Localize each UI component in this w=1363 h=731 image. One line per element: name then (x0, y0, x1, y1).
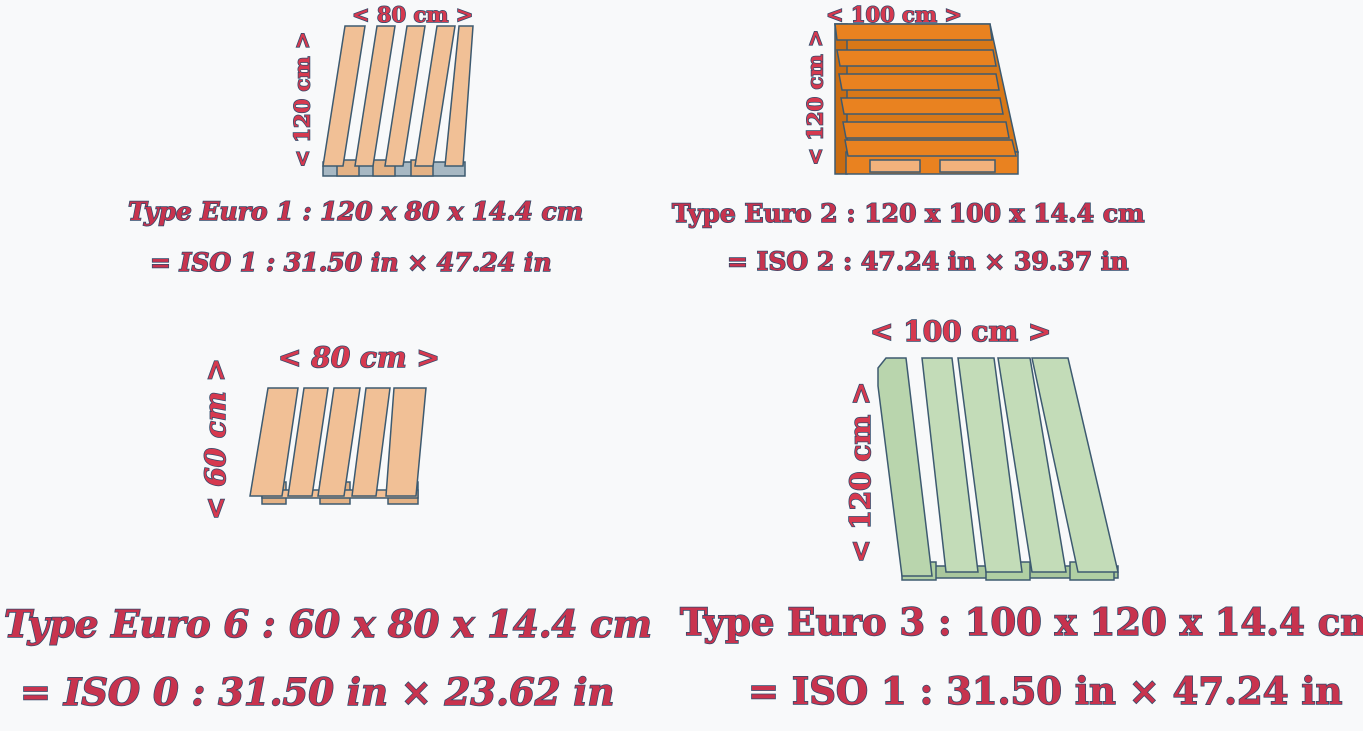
pallet-euro-6-width-dimension: < 80 cm > (277, 341, 440, 374)
pallet-euro-2-width-dimension: < 100 cm > (825, 2, 962, 27)
pallet-euro-3-width-dimension: < 100 cm > (869, 315, 1052, 348)
pallet-euro-3-illustration (877, 357, 1119, 581)
pallet-euro-6-iso-label: = ISO 0 : 31.50 in × 23.62 in (19, 670, 615, 714)
pallet-euro-1-illustration (322, 25, 474, 177)
pallet-euro-2-type-label: Type Euro 2 : 120 x 100 x 14.4 cm (671, 199, 1145, 228)
pallet-euro-1-iso-label: = ISO 1 : 31.50 in × 47.24 in (149, 248, 552, 277)
pallet-euro-1-length-dimension: < 120 cm > (289, 31, 316, 168)
pallet-euro-1-type-label: Type Euro 1 : 120 x 80 x 14.4 cm (127, 197, 584, 226)
pallet-euro-6-illustration (249, 387, 427, 505)
pallet-euro-2-iso-label: = ISO 2 : 47.24 in × 39.37 in (726, 247, 1129, 276)
pallet-euro-2-length-dimension: < 120 cm > (802, 29, 829, 166)
pallet-euro-1-width-dimension: < 80 cm > (351, 2, 474, 27)
pallet-euro-3-iso-label: = ISO 1 : 31.50 in × 47.24 in (747, 669, 1343, 713)
pallet-euro-3-type-label: Type Euro 3 : 100 x 120 x 14.4 cm (679, 600, 1363, 644)
pallet-euro-2-illustration (834, 23, 1019, 175)
pallet-euro-6-type-label: Type Euro 6 : 60 x 80 x 14.4 cm (3, 602, 652, 646)
pallet-euro-6-length-dimension: < 60 cm > (198, 357, 233, 520)
pallet-euro-3-length-dimension: < 120 cm > (843, 381, 878, 564)
